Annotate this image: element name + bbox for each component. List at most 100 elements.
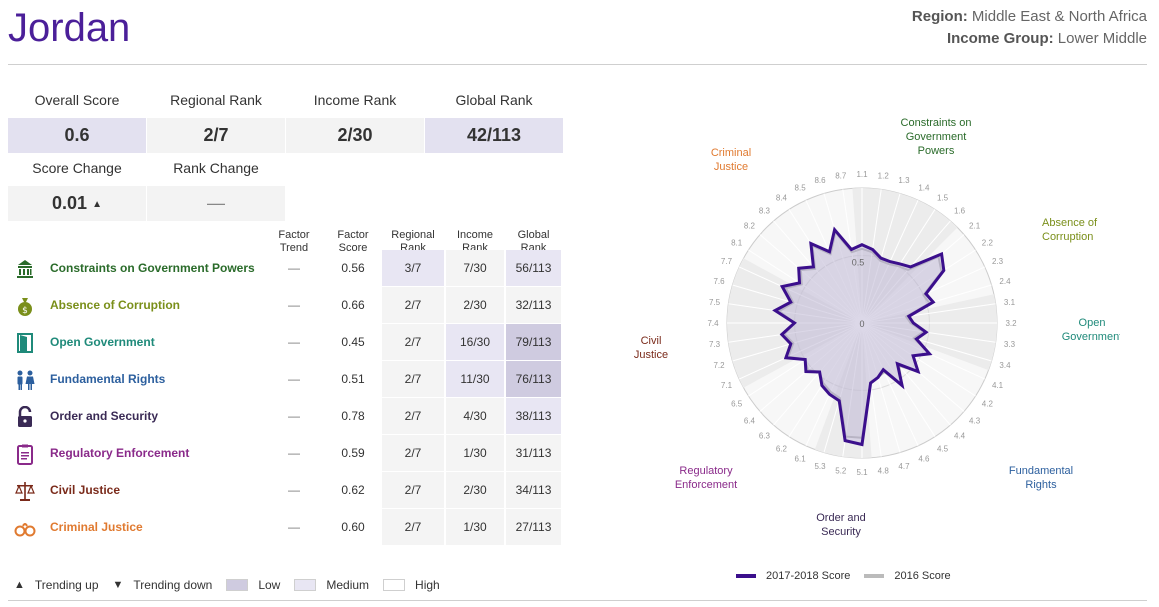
bottom-divider: [8, 600, 1147, 601]
country-title: Jordan: [8, 6, 131, 50]
radar-series-2017: [772, 226, 946, 447]
global-rank: 79/113: [506, 324, 561, 360]
table-row: Constraints on Government Powers — 0.56 3/7…: [8, 250, 561, 286]
radar-spoke: [861, 234, 965, 324]
radar-axis-label: 4.3: [969, 417, 981, 426]
region-line: Region: Middle East & North Africa: [912, 6, 1147, 28]
radar-spoke: [861, 249, 976, 324]
radar-axis-label: 4.5: [937, 444, 949, 453]
income-rank-label: Income Rank: [313, 92, 397, 108]
overall-score-label: Overall Score: [34, 92, 120, 108]
capitol-icon: [14, 258, 36, 280]
radar-axis-label: 1.6: [954, 206, 966, 215]
factor-score: 0.59: [341, 446, 365, 460]
radar-axis-label: 8.2: [744, 221, 756, 230]
regional-rank-value: 2/7: [147, 118, 285, 153]
legend-up-label: Trending up: [34, 578, 99, 592]
radar-spoke: [861, 322, 901, 453]
rank-change-label: Rank Change: [173, 160, 259, 176]
clipboard-icon: [14, 443, 36, 465]
radar-axis-label: 1.4: [918, 183, 930, 192]
radar-axis-label: 8.6: [814, 176, 826, 185]
legend-high-label: High: [415, 578, 440, 592]
legend-medium-label: Medium: [326, 578, 370, 592]
radar-axis-label: 8.7: [835, 172, 847, 181]
high-swatch: [383, 579, 406, 591]
radar-center-label: 0: [859, 319, 864, 329]
overall-score-value: 0.6: [8, 118, 146, 153]
radar-axis-label: 8.1: [731, 238, 743, 247]
radar-spoke: [732, 322, 863, 362]
low-swatch: [226, 579, 249, 591]
factor-score: 0.45: [341, 335, 365, 349]
legend-line-2017: [736, 574, 756, 578]
radar-axis-label: 4.8: [878, 466, 890, 475]
rank-change-value: —: [207, 193, 225, 213]
factor-trend: —: [288, 446, 300, 460]
radar-axis-label: 8.4: [776, 194, 788, 203]
regional-rank: 2/7: [382, 361, 444, 397]
scales-icon: [14, 480, 36, 502]
regional-rank: 2/7: [382, 324, 444, 360]
global-rank-value: 42/113: [425, 118, 563, 153]
factor-name: Criminal Justice: [50, 520, 143, 534]
region-value: Middle East & North Africa: [971, 8, 1147, 25]
radar-axis-label: 8.5: [795, 183, 807, 192]
factor-name: Civil Justice: [50, 483, 121, 497]
region-label: Region:: [911, 8, 968, 25]
factor-score: 0.62: [341, 483, 365, 497]
radar-axis-label: 6.3: [759, 432, 771, 441]
medium-swatch: [294, 579, 317, 591]
radar-axis-label: 5.2: [835, 466, 847, 475]
table-row: Criminal Justice — 0.60 2/7 1/30 27/113: [8, 509, 561, 545]
radar-axis-label: 4.7: [898, 462, 910, 471]
income-rank: 1/30: [446, 435, 504, 471]
income-rank: 2/30: [446, 287, 504, 323]
regional-rank: 2/7: [382, 472, 444, 508]
radar-spoke: [823, 322, 863, 453]
money-bag-icon: $: [14, 295, 36, 317]
radar-axis-label: 7.4: [707, 319, 719, 328]
regional-rank: 3/7: [382, 250, 444, 286]
table-row: Order and Security — 0.78 2/7 4/30 38/113: [8, 398, 561, 434]
radar-spoke: [861, 322, 965, 412]
factor-name: Regulatory Enforcement: [50, 446, 190, 460]
radar-axis-label: 7.7: [721, 257, 733, 266]
factor-trend: —: [288, 372, 300, 386]
radar-axis-label: 7.2: [713, 361, 725, 370]
income-line: Income Group: Lower Middle: [912, 28, 1147, 50]
legend-medium: Medium: [294, 578, 369, 592]
header-factor-trend: Factor Trend: [278, 229, 310, 254]
factor-name: Constraints on Government Powers: [50, 261, 255, 275]
radar-spoke: [732, 284, 863, 324]
legend-series-2016: 2016 Score: [894, 570, 951, 582]
radar-axis-label: 3.3: [1004, 340, 1016, 349]
table-row: Fundamental Rights — 0.51 2/7 11/30 76/113: [8, 361, 561, 397]
regional-rank: 2/7: [382, 509, 444, 545]
factor-trend: —: [288, 483, 300, 497]
radar-spoke: [738, 266, 863, 324]
factor-score: 0.60: [341, 520, 365, 534]
radar-spoke: [861, 322, 919, 447]
factor-trend: —: [288, 409, 300, 423]
income-value: Lower Middle: [1057, 30, 1147, 47]
factor-name: Absence of Corruption: [50, 298, 181, 312]
rank-change-box: —: [147, 186, 285, 221]
radar-legend: 2017-2018 Score 2016 Score: [736, 570, 951, 582]
global-rank-label: Global Rank: [455, 92, 533, 108]
factor-score: 0.56: [341, 261, 365, 275]
radar-spoke: [773, 322, 863, 426]
income-rank: 4/30: [446, 398, 504, 434]
radar-group-label: Absence of Corruption: [1042, 217, 1098, 243]
radar-spoke: [861, 220, 951, 324]
trend-up-icon: ▲: [92, 199, 102, 210]
radar-axis-label: 4.4: [954, 432, 966, 441]
table-row: $ Absence of Corruption — 0.66 2/7 2/30 32/113: [8, 287, 561, 323]
legend-line-2016: [864, 574, 885, 578]
handcuffs-icon: [14, 517, 36, 539]
radar-spoke: [861, 322, 992, 362]
header-factor-score: Factor Score: [337, 229, 369, 254]
radar-spoke: [728, 322, 863, 343]
radar-spoke: [861, 303, 996, 324]
factor-trend: —: [288, 298, 300, 312]
